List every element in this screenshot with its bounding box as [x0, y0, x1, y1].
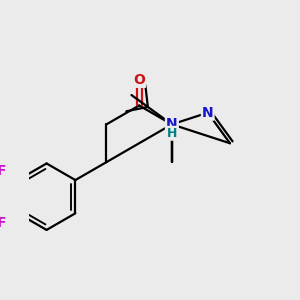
Text: N: N: [202, 106, 214, 120]
Text: F: F: [0, 216, 6, 230]
Text: O: O: [133, 73, 145, 87]
Text: N: N: [166, 117, 178, 131]
Text: N: N: [166, 117, 178, 131]
Text: F: F: [0, 164, 6, 178]
Text: H: H: [167, 127, 177, 140]
